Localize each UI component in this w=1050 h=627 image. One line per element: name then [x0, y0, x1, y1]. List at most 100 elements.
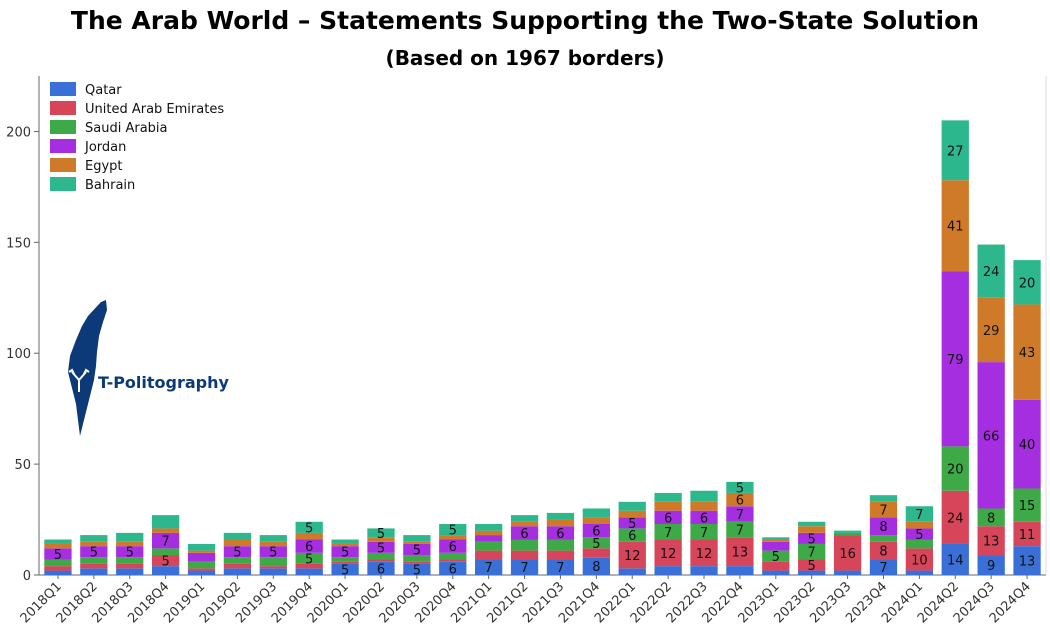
data-label: 8 [879, 520, 887, 535]
bar-segment-united-arab-emirates [618, 541, 646, 569]
bar-segment-saudi-arabia [869, 535, 898, 542]
bar-segment-qatar [259, 568, 287, 575]
bar-segment-saudi-arabia [1013, 488, 1041, 522]
bar-segment-egypt [798, 526, 826, 533]
t-politography-logo: T-Politography [68, 300, 230, 436]
bar-segment-united-arab-emirates [762, 561, 790, 571]
bar-segment-egypt [44, 543, 72, 549]
data-label: 7 [736, 524, 744, 539]
data-label: 8 [987, 511, 995, 526]
bar-segment-qatar [439, 561, 467, 575]
legend-label: Qatar [85, 83, 122, 98]
bar-segment-saudi-arabia [905, 539, 934, 549]
bar-segment-united-arab-emirates [116, 563, 144, 569]
bar-segment-united-arab-emirates [690, 539, 718, 567]
data-label: 6 [305, 540, 313, 555]
bar-segment-jordan [403, 543, 431, 556]
bar-segment-qatar [654, 566, 682, 575]
bar-segment-egypt [905, 521, 934, 529]
bar-segment-bahrain [403, 535, 431, 542]
legend-swatch [50, 177, 76, 191]
data-label: 5 [90, 546, 98, 561]
legend-label: Jordan [84, 140, 126, 155]
bar-segment-bahrain [259, 535, 287, 542]
bar-segment-saudi-arabia [977, 508, 1005, 527]
bar-segment-egypt [223, 539, 252, 547]
bar-segment-bahrain [223, 532, 252, 540]
data-label: 5 [305, 521, 313, 536]
bar-segment-bahrain [690, 490, 718, 502]
data-label: 5 [772, 550, 780, 565]
bar-segment-qatar [44, 570, 72, 575]
data-label: 12 [696, 547, 713, 562]
bar-segment-united-arab-emirates [1013, 521, 1041, 547]
bar-segment-qatar [798, 570, 826, 575]
bar-segment-egypt [187, 550, 216, 553]
bar-segment-qatar [833, 570, 862, 575]
data-label: 66 [983, 429, 1000, 444]
data-label: 5 [413, 543, 421, 558]
map-silhouette-icon [68, 300, 107, 436]
data-label: 13 [1019, 555, 1036, 570]
bar-segment-qatar [403, 563, 431, 575]
bar-segment-qatar [510, 559, 539, 575]
bar-segment-united-arab-emirates [259, 566, 287, 569]
data-label: 6 [664, 511, 672, 526]
data-label: 5 [915, 528, 923, 543]
data-label: 5 [592, 537, 600, 552]
bar-segment-saudi-arabia [654, 523, 682, 540]
data-label: 7 [556, 561, 564, 576]
legend-swatch [50, 82, 76, 96]
bar-segment-united-arab-emirates [833, 535, 862, 571]
bar-segment-qatar [80, 568, 108, 575]
data-label: 7 [161, 535, 169, 550]
data-label: 5 [736, 481, 744, 496]
data-label: 79 [947, 353, 964, 368]
chart-title: The Arab World – Statements Supporting t… [70, 6, 980, 35]
bar-segment-united-arab-emirates [726, 537, 754, 567]
bar-segment-jordan [151, 532, 180, 549]
bar-segment-saudi-arabia [690, 523, 718, 540]
bar-segment-united-arab-emirates [654, 539, 682, 567]
data-label: 29 [983, 324, 1000, 339]
legend-label: Egypt [85, 159, 123, 174]
data-label: 6 [449, 562, 457, 577]
bar-segment-egypt [1013, 304, 1041, 400]
data-label: 7 [808, 546, 816, 561]
bar-segment-jordan [295, 539, 323, 553]
bar-segment-egypt [439, 535, 467, 540]
bar-segment-bahrain [510, 515, 539, 522]
bar-segment-jordan [80, 546, 108, 558]
bar-segment-saudi-arabia [44, 559, 72, 567]
bar-segment-saudi-arabia [798, 543, 826, 560]
data-label: 7 [879, 561, 887, 576]
data-label: 5 [413, 563, 421, 578]
bar-segment-qatar [690, 566, 718, 575]
bar-segment-saudi-arabia [259, 557, 287, 567]
data-label: 24 [983, 265, 1000, 280]
bar-segment-jordan [1013, 399, 1041, 489]
bar-segment-jordan [546, 526, 575, 540]
bar-segment-egypt [259, 541, 287, 547]
legend-label: United Arab Emirates [85, 102, 224, 117]
data-label: 5 [269, 546, 277, 561]
y-tick-label: 200 [6, 125, 31, 140]
bar-segment-egypt [475, 530, 503, 536]
legend-swatch [50, 101, 76, 115]
bar-segment-egypt [367, 537, 395, 542]
data-label: 6 [592, 525, 600, 540]
data-label: 15 [1019, 499, 1036, 514]
bar-segment-jordan [44, 548, 72, 560]
bar-segment-united-arab-emirates [510, 550, 539, 560]
data-label: 5 [808, 532, 816, 547]
bar-segment-united-arab-emirates [223, 563, 252, 569]
bar-segment-egypt [116, 541, 144, 547]
bar-segment-united-arab-emirates [439, 559, 467, 562]
bar-segment-united-arab-emirates [403, 561, 431, 564]
bar-segment-saudi-arabia [582, 537, 610, 549]
data-label: 11 [1019, 528, 1036, 543]
bar-segment-bahrain [44, 539, 72, 544]
legend: Qatar United Arab Emirates Saudi Arabia Jor… [50, 82, 224, 193]
data-label: 14 [947, 553, 964, 568]
